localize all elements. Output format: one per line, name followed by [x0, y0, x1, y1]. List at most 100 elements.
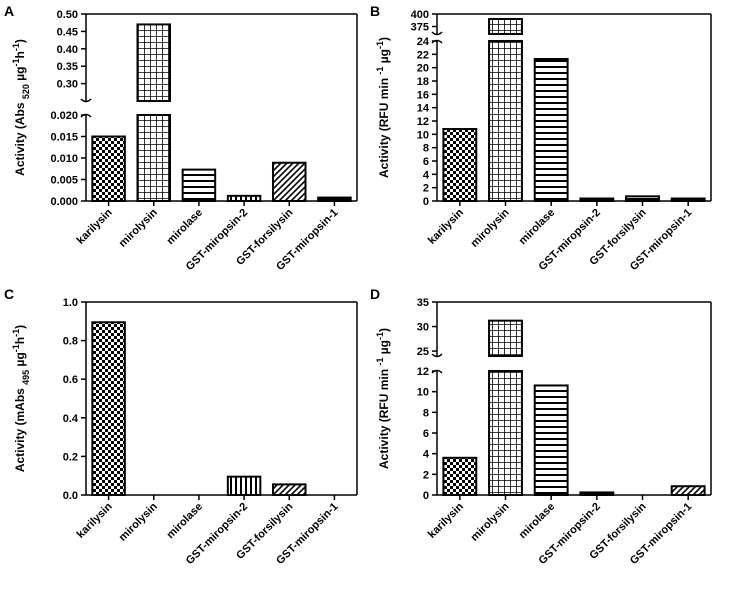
y-tick-label: 0.4 — [63, 413, 79, 425]
y-axis-label-part: Activity (RFU min — [377, 75, 391, 178]
y-tick-label: 16 — [417, 89, 429, 101]
y-tick-label: 400 — [411, 9, 429, 21]
bar-karilysin — [91, 321, 126, 497]
bar-GST-forsilysin — [271, 483, 307, 497]
y-tick-label: 30 — [417, 322, 429, 334]
x-tick-label: karilysin — [426, 206, 466, 246]
bar-GST-miropsin-1 — [317, 196, 352, 202]
bar-karilysin — [91, 135, 126, 202]
bar-segment — [488, 40, 523, 202]
y-axis-label-part: Activity (Abs — [13, 99, 27, 176]
bar-segment — [136, 23, 172, 102]
x-tick-label: karilysin — [426, 500, 466, 540]
y-tick-label: 0.0 — [63, 490, 78, 502]
bar-mirolase — [533, 384, 569, 497]
y-tick-label: 10 — [417, 129, 429, 141]
axis-break-mark — [431, 353, 443, 358]
y-tick-label: 0 — [423, 196, 429, 208]
bar-GST-miropsin-1 — [670, 197, 706, 202]
panel-letter: D — [370, 286, 380, 302]
y-axis-label-part: µg — [377, 49, 391, 67]
y-tick-label: 8 — [423, 143, 429, 155]
y-tick-label: 0.45 — [57, 26, 78, 38]
y-tick-label: 0.010 — [50, 153, 78, 165]
x-tick-label: mirolysin — [117, 206, 160, 249]
y-tick-label: 4 — [423, 169, 430, 181]
y-axis-label: Activity (mAbs 495 µg-1h-1) — [11, 325, 31, 472]
bar-GST-forsilysin — [271, 161, 307, 202]
bar-GST-miropsin-2 — [226, 475, 262, 497]
y-tick-label: 0.020 — [50, 110, 78, 122]
panel-letter: A — [4, 3, 14, 19]
bar-karilysin — [442, 128, 478, 202]
y-tick-label: 0.2 — [63, 451, 78, 463]
x-tick-label: mirolysin — [469, 500, 512, 543]
bar-segment — [488, 18, 523, 35]
y-axis-label-part: Activity (mAbs — [13, 385, 27, 472]
axis-break-mark — [431, 31, 443, 36]
y-tick-label: 1.0 — [63, 297, 78, 309]
y-axis-label-part: µg — [13, 352, 27, 366]
x-tick-label: mirolase — [165, 501, 205, 541]
y-axis-label: Activity (RFU min -1 µg-1) — [375, 37, 391, 178]
y-tick-label: 12 — [417, 116, 429, 128]
y-tick-label: 18 — [417, 76, 429, 88]
y-axis-label: Activity (RFU min -1 µg-1) — [375, 328, 391, 469]
y-tick-label: 0.40 — [57, 44, 78, 56]
y-axis-label-part: -1 — [375, 358, 385, 366]
bar-GST-miropsin-2 — [226, 194, 262, 202]
bar-segment — [488, 319, 523, 357]
y-tick-label: 10 — [417, 387, 429, 399]
panel-letter: C — [4, 286, 14, 302]
y-tick-label: 375 — [411, 22, 429, 34]
bar-karilysin — [442, 456, 478, 496]
y-axis-label-part: h — [13, 51, 27, 58]
y-tick-label: 24 — [417, 36, 430, 48]
y-axis-label-part: 520 — [21, 84, 31, 99]
y-axis-label-part: ) — [13, 325, 27, 329]
y-axis-label-part: ) — [377, 328, 391, 332]
y-axis-label-part: -1 — [11, 43, 21, 51]
bar-mirolysin — [488, 18, 523, 202]
y-tick-label: 0.30 — [57, 79, 78, 91]
bar-GST-miropsin-2 — [579, 197, 615, 202]
y-tick-label: 4 — [423, 449, 430, 461]
y-axis-label-part: -1 — [11, 329, 21, 337]
y-tick-label: 0 — [423, 490, 429, 502]
y-axis-label-part: µg — [13, 67, 27, 81]
x-tick-label: mirolase — [517, 207, 557, 247]
panel-a: A 0.000 0.005 0.010 0.015 0.020 0.30 0.35 0.40 0.… — [4, 3, 358, 273]
y-axis-label-part: -1 — [375, 41, 385, 49]
y-axis-label-part: µg — [377, 340, 391, 358]
y-axis-label-part: -1 — [375, 67, 385, 75]
bar-segment — [136, 114, 172, 202]
panel-c: C 0.0 0.2 0.4 0.6 0.8 1.0 karilysin mirolysin mir… — [4, 286, 358, 567]
y-axis-label-part: 495 — [21, 370, 31, 385]
bar-segment — [488, 370, 523, 496]
x-tick-label: mirolase — [165, 207, 205, 247]
y-tick-label: 0.015 — [50, 132, 78, 144]
y-tick-label: 20 — [417, 63, 429, 75]
y-tick-label: 2 — [423, 469, 429, 481]
bar-mirolysin — [136, 23, 172, 202]
axis-break-mark — [80, 98, 92, 103]
y-axis-label-part: h — [13, 337, 27, 344]
y-tick-label: 8 — [423, 407, 429, 419]
y-tick-label: 0.005 — [50, 175, 78, 187]
y-tick-label: 6 — [423, 428, 429, 440]
bar-GST-miropsin-1 — [670, 485, 706, 497]
bar-mirolysin — [488, 319, 523, 496]
y-tick-label: 0.6 — [63, 374, 78, 386]
x-tick-label: karilysin — [75, 500, 115, 540]
y-axis-label-part: -1 — [11, 344, 21, 352]
y-tick-label: 14 — [417, 103, 430, 115]
x-tick-label: mirolysin — [469, 206, 512, 249]
y-tick-label: 12 — [417, 366, 429, 378]
y-tick-label: 6 — [423, 156, 429, 168]
y-tick-label: 0.50 — [57, 9, 78, 21]
bar-mirolase — [181, 168, 217, 202]
panel-d: D 0 2 4 6 8 10 12 25 30 35 karilysin mirolysin mirola… — [370, 286, 712, 567]
y-tick-label: 22 — [417, 49, 429, 61]
x-tick-label: mirolase — [517, 501, 557, 541]
